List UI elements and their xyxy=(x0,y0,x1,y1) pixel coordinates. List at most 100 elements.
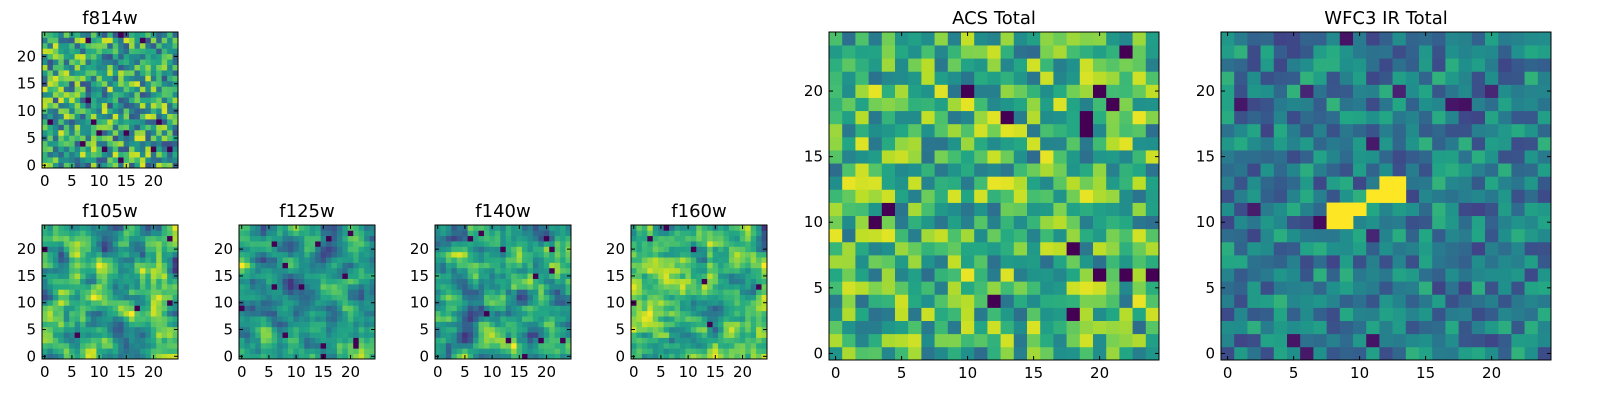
heatmap-cell xyxy=(934,268,949,282)
heatmap-cell xyxy=(1287,163,1301,177)
heatmap-cell xyxy=(123,337,130,344)
heatmap-cell xyxy=(538,289,545,296)
heatmap-cell xyxy=(1511,136,1525,151)
heatmap-cell xyxy=(129,119,135,125)
heatmap-cell xyxy=(47,230,54,237)
heatmap-cell xyxy=(462,348,468,354)
heatmap-cell xyxy=(277,241,283,247)
heatmap-cell xyxy=(320,337,327,344)
heatmap-cell xyxy=(58,80,65,87)
heatmap-cell xyxy=(895,84,909,98)
heatmap-cell xyxy=(440,348,447,354)
heatmap-cell xyxy=(1498,189,1512,203)
heatmap-cell xyxy=(1300,241,1314,256)
heatmap-cell xyxy=(1221,150,1235,164)
heatmap-cell xyxy=(347,332,354,338)
heatmap-cell xyxy=(336,305,343,312)
heatmap-cell xyxy=(1339,241,1354,256)
heatmap-cell xyxy=(745,316,752,322)
heatmap-cell xyxy=(549,337,556,344)
heatmap-cell xyxy=(42,278,48,285)
heatmap-cell xyxy=(1419,215,1433,230)
heatmap-cell-peak xyxy=(1379,189,1393,203)
heatmap-cell xyxy=(961,202,975,217)
heatmap-cell xyxy=(315,278,321,285)
heatmap-cell xyxy=(358,294,365,301)
heatmap-cell xyxy=(1485,163,1499,177)
heatmap-cell xyxy=(96,342,103,349)
heatmap-cell xyxy=(266,321,272,328)
heatmap-cell xyxy=(287,246,294,253)
heatmap-cell xyxy=(172,305,179,312)
heatmap-cell xyxy=(881,228,896,243)
heatmap-cell xyxy=(494,337,501,344)
heatmap-cell xyxy=(522,230,528,237)
heatmap-cell xyxy=(129,102,135,109)
heatmap-cell xyxy=(1419,294,1433,308)
y-tick-label: 0 xyxy=(223,347,233,365)
heatmap-cell xyxy=(107,124,114,131)
heatmap-cell xyxy=(761,294,768,301)
heatmap-cell xyxy=(669,225,675,231)
heatmap-cell xyxy=(90,86,97,93)
heatmap-cell xyxy=(696,294,703,301)
heatmap-cell xyxy=(69,75,75,82)
x-tick-label: 10 xyxy=(1350,364,1369,382)
heatmap-cell xyxy=(1066,255,1081,269)
heatmap-cell xyxy=(467,235,474,242)
heatmap-cell xyxy=(80,353,86,360)
heatmap-cell xyxy=(139,241,146,247)
heatmap-cell xyxy=(96,64,103,71)
heatmap-cell xyxy=(58,86,65,93)
heatmap-cell xyxy=(685,278,692,285)
heatmap-cell xyxy=(1040,71,1054,85)
heatmap-cell xyxy=(527,294,534,301)
heatmap-cell xyxy=(298,225,305,231)
heatmap-cell xyxy=(868,228,883,243)
heatmap-cell xyxy=(47,86,54,93)
heatmap-cell xyxy=(96,75,103,82)
heatmap-cell xyxy=(1471,150,1486,164)
heatmap-cell xyxy=(1445,84,1459,98)
heatmap-cell xyxy=(728,273,735,279)
heatmap-cell xyxy=(139,294,146,301)
heatmap-cell xyxy=(266,332,272,338)
heatmap-cell xyxy=(172,262,179,269)
heatmap-cell xyxy=(74,113,81,120)
heatmap-cell xyxy=(855,110,869,125)
y-tick-label: 15 xyxy=(1196,148,1215,166)
heatmap-cell xyxy=(483,262,490,269)
heatmap-cell xyxy=(293,332,300,338)
heatmap-cell xyxy=(58,102,65,109)
heatmap-cell xyxy=(277,225,283,231)
heatmap-cell xyxy=(1419,255,1433,269)
heatmap-cell xyxy=(63,97,70,104)
heatmap-cell xyxy=(80,124,86,131)
heatmap-cell xyxy=(52,140,59,147)
heatmap-cell xyxy=(58,32,65,38)
heatmap-cell xyxy=(745,321,752,328)
heatmap-cell xyxy=(1458,215,1473,230)
heatmap-cell xyxy=(1040,110,1054,125)
heatmap-cell xyxy=(90,151,97,158)
heatmap-cell xyxy=(1471,58,1486,72)
heatmap-cell xyxy=(244,332,251,338)
heatmap-cell xyxy=(1405,45,1420,59)
heatmap-cell xyxy=(1537,71,1552,85)
heatmap-cell xyxy=(58,316,65,322)
heatmap-cell xyxy=(974,71,988,85)
heatmap-cell xyxy=(134,97,141,104)
heatmap-cell xyxy=(679,283,686,290)
heatmap-cell xyxy=(96,230,103,237)
heatmap-cell xyxy=(679,326,686,333)
heatmap-cell xyxy=(1260,268,1275,282)
heatmap-cell xyxy=(309,257,316,263)
heatmap-cell xyxy=(739,342,746,349)
heatmap-cell xyxy=(85,80,92,87)
heatmap-cell xyxy=(745,294,752,301)
heatmap-cell xyxy=(696,246,703,253)
heatmap-cell xyxy=(96,257,103,263)
heatmap-cell xyxy=(895,215,909,230)
heatmap-cell xyxy=(260,267,267,274)
heatmap-cell xyxy=(129,97,135,104)
